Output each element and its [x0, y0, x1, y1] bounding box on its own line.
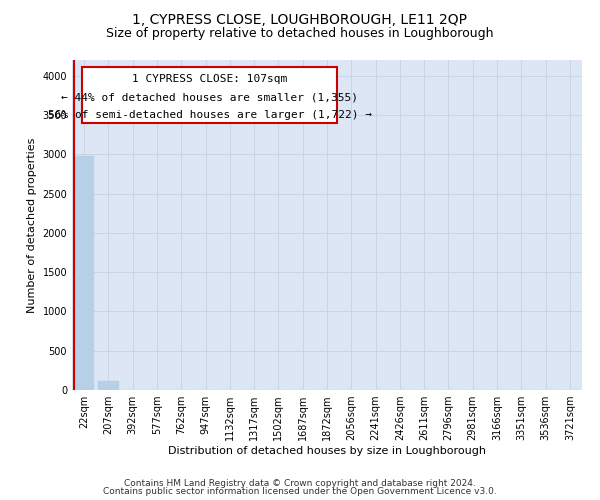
- Text: 1, CYPRESS CLOSE, LOUGHBOROUGH, LE11 2QP: 1, CYPRESS CLOSE, LOUGHBOROUGH, LE11 2QP: [133, 12, 467, 26]
- Bar: [74, 156, 94, 390]
- Text: Contains public sector information licensed under the Open Government Licence v3: Contains public sector information licen…: [103, 487, 497, 496]
- X-axis label: Distribution of detached houses by size in Loughborough: Distribution of detached houses by size …: [168, 446, 486, 456]
- Y-axis label: Number of detached properties: Number of detached properties: [27, 138, 37, 312]
- Text: Contains HM Land Registry data © Crown copyright and database right 2024.: Contains HM Land Registry data © Crown c…: [124, 478, 476, 488]
- Text: Size of property relative to detached houses in Loughborough: Size of property relative to detached ho…: [106, 28, 494, 40]
- Text: 56% of semi-detached houses are larger (1,722) →: 56% of semi-detached houses are larger (…: [48, 110, 372, 120]
- Text: 1 CYPRESS CLOSE: 107sqm: 1 CYPRESS CLOSE: 107sqm: [132, 74, 287, 84]
- Text: ← 44% of detached houses are smaller (1,355): ← 44% of detached houses are smaller (1,…: [61, 92, 358, 102]
- FancyBboxPatch shape: [82, 66, 337, 122]
- Bar: [98, 380, 119, 390]
